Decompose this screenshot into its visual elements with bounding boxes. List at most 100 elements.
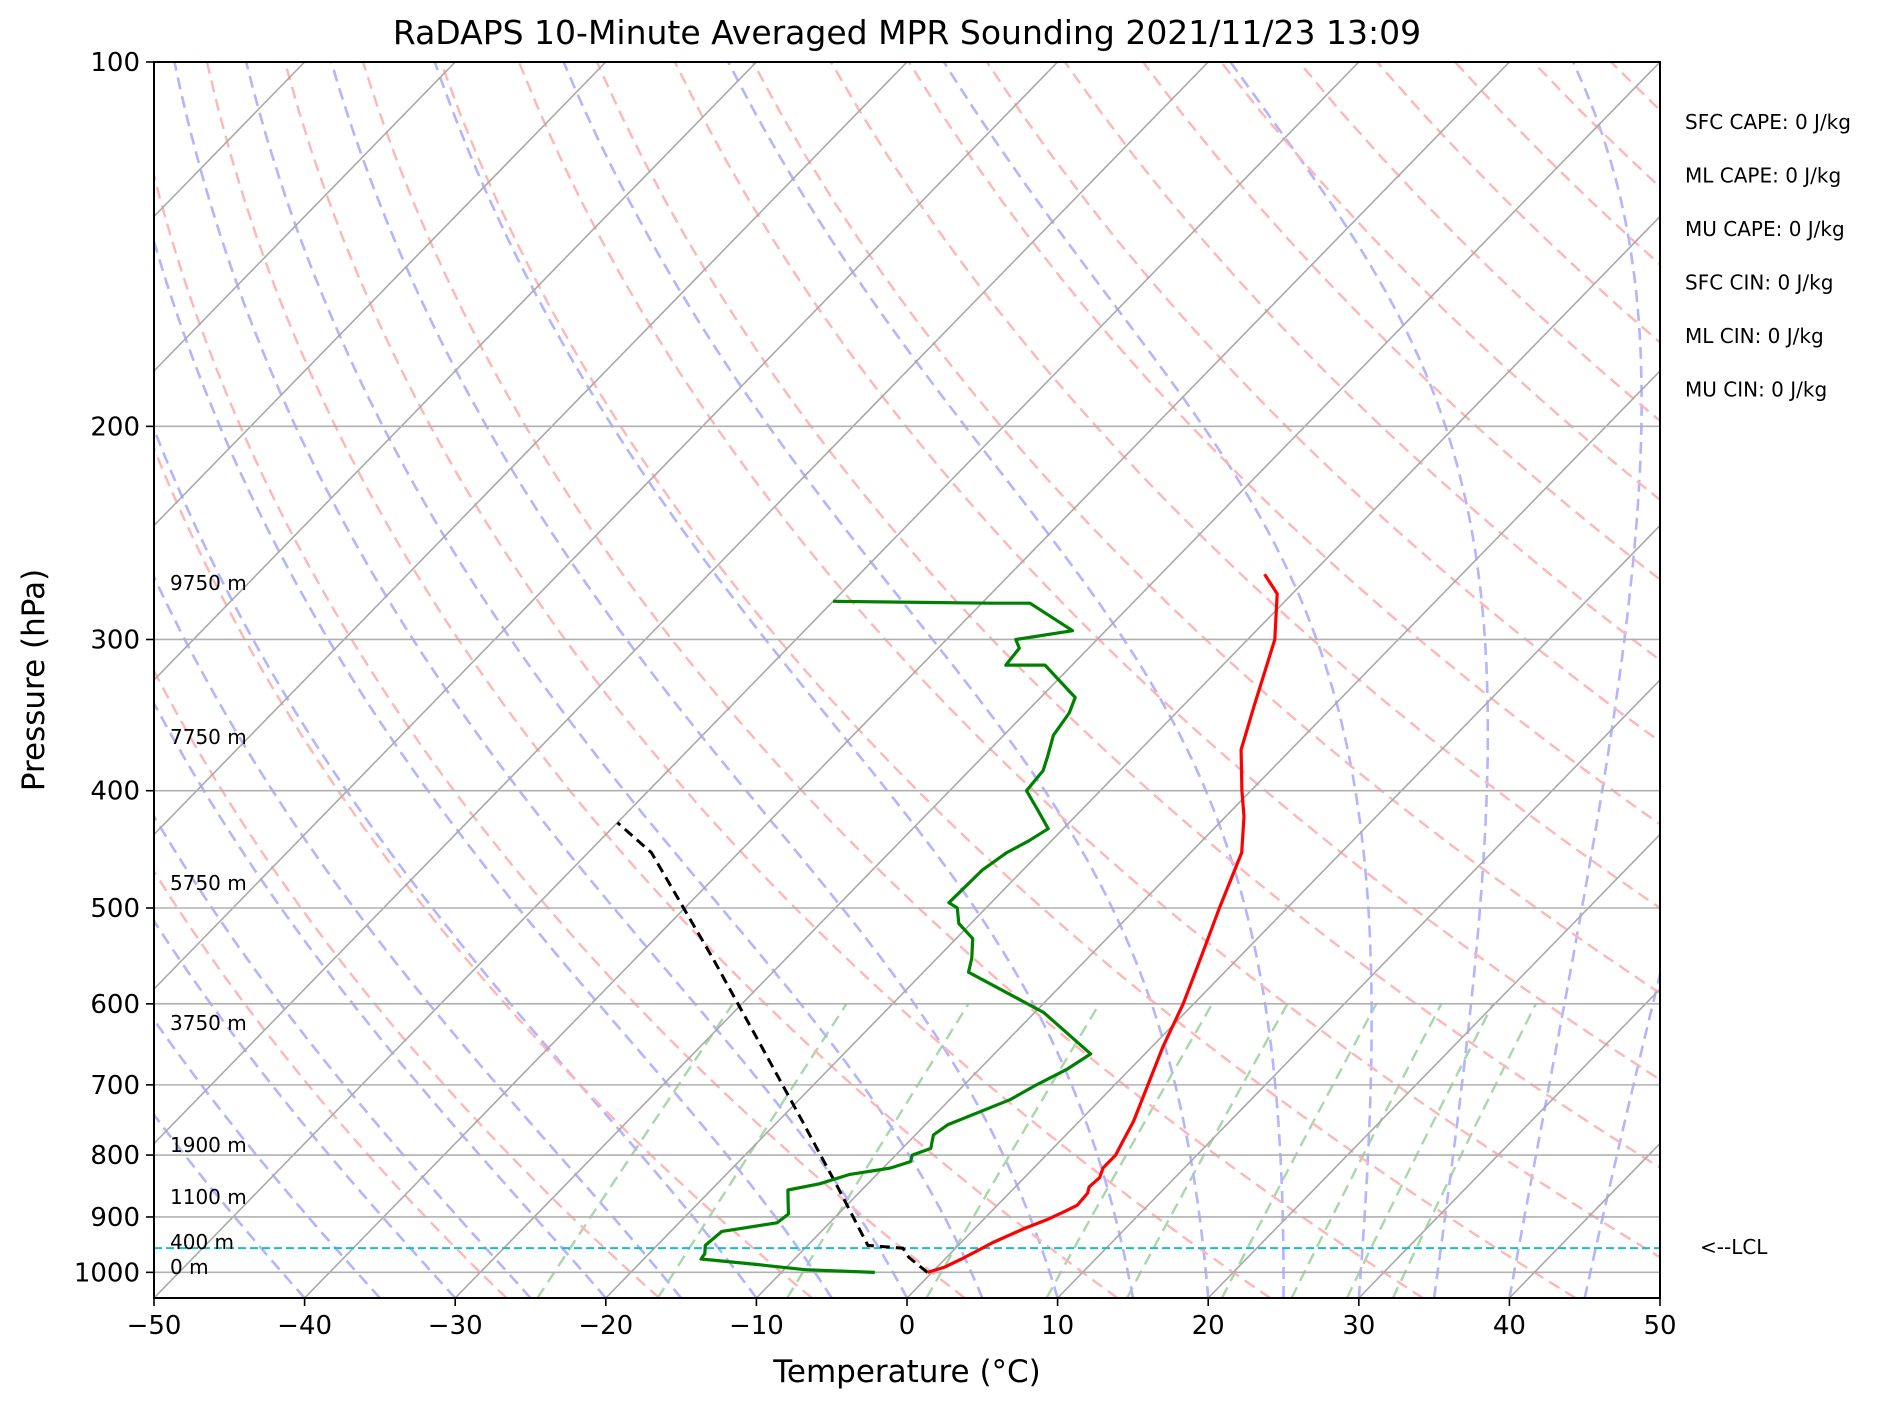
height-label: 3750 m [170,1011,247,1035]
dry-adiabat-line [673,62,1660,1081]
dry-adiabat-line [205,62,1119,1298]
dry-adiabat-line [907,62,1660,826]
isotherm-line [1659,1296,1660,1298]
moist-adiabat-line [244,62,984,1298]
y-tick-label: 200 [90,412,140,442]
mixing-ratio-line [536,1003,734,1298]
isobar-gridlines [154,62,1660,1274]
mixing-ratio-lines [536,1003,1537,1298]
isotherm-line [605,215,1660,1298]
dry-adiabat-line [1689,62,1882,1298]
x-axis-label: Temperature (°C) [772,1354,1041,1390]
x-tick-label: −50 [127,1311,182,1341]
lcl-label: <--LCL [1700,1235,1768,1259]
stability-index-label: ML CIN: 0 J/kg [1685,324,1824,348]
stability-index-label: MU CIN: 0 J/kg [1685,378,1827,402]
moist-adiabat-line [330,62,1059,1298]
isotherm-line [1358,987,1660,1298]
moist-adiabat-line [154,425,758,1298]
mixing-ratio-line [925,1003,1101,1298]
y-tick-label: 400 [90,777,140,807]
parcel-profile [616,821,929,1274]
isotherm-line [154,62,1059,991]
dry-adiabat-line [1142,62,1660,582]
moist-adiabat-line [154,1017,381,1298]
dry-adiabats [154,62,1882,1298]
moist-adiabats [154,62,1660,1298]
moist-adiabat-line [942,62,1373,1298]
isotherm-line [906,524,1660,1298]
isotherm-line [154,62,908,836]
sounding-series [699,573,1279,1274]
temperature-profile-line [927,573,1279,1274]
isotherm-line [755,369,1660,1298]
x-tick-label: 20 [1192,1311,1225,1341]
mixing-ratio-line [1290,1003,1443,1298]
mixing-ratio-line [1045,1003,1214,1298]
x-tick-label: 50 [1643,1311,1676,1341]
y-axis-ticks: 100 200 300 400 500 600 700 800 900 1000 [74,48,154,1288]
stability-indices: SFC CAPE: 0 J/kg ML CAPE: 0 J/kg MU CAPE: … [1685,110,1851,402]
x-tick-label: 10 [1041,1311,1074,1341]
dry-adiabat-line [1610,62,1660,112]
x-tick-label: −40 [277,1311,332,1341]
moist-adiabat-line [154,814,532,1298]
moist-adiabat-line [154,700,607,1298]
y-tick-label: 800 [90,1141,140,1171]
moist-adiabat-line [154,574,683,1298]
height-label: 0 m [170,1255,209,1279]
y-tick-label: 500 [90,894,140,924]
dry-adiabat-line [154,668,661,1298]
dry-adiabat-line [1532,62,1660,189]
isotherm-line [304,62,1510,1298]
dry-adiabat-line [1454,62,1660,267]
x-tick-label: 30 [1342,1311,1375,1341]
x-tick-label: −10 [729,1311,784,1341]
parcel-profile-line [616,821,929,1274]
height-label: 1900 m [170,1133,247,1157]
isotherm-line [1508,1142,1660,1298]
y-axis-label: Pressure (hPa) [16,569,52,791]
stability-index-label: SFC CAPE: 0 J/kg [1685,110,1851,134]
dry-adiabat-line [1298,62,1660,423]
moist-adiabat-line [727,62,1285,1298]
moist-adiabat-line [562,62,1210,1298]
chart-title: RaDAPS 10-Minute Averaged MPR Sounding 2… [393,13,1421,52]
dry-adiabat-line [283,62,1271,1298]
mixing-ratio-line [1125,1003,1289,1298]
isotherms [0,62,1660,1298]
dry-adiabat-line [595,62,1660,1169]
x-tick-label: −30 [428,1311,483,1341]
mixing-ratio-line [1220,1003,1378,1298]
y-tick-label: 1000 [74,1258,140,1288]
dry-adiabat-line [154,445,813,1298]
dry-adiabat-line [154,170,966,1298]
x-tick-label: −20 [578,1311,633,1341]
y-tick-label: 700 [90,1071,140,1101]
y-tick-label: 600 [90,990,140,1020]
stability-index-label: SFC CIN: 0 J/kg [1685,271,1833,295]
mixing-ratio-line [656,1003,848,1298]
mixing-ratio-line [786,1003,970,1298]
moist-adiabat-line [154,918,457,1298]
dry-adiabat-line [361,62,1424,1298]
y-tick-label: 300 [90,625,140,655]
dry-adiabat-line [829,62,1660,910]
height-labels: 9750 m 7750 m 5750 m 3750 m 1900 m 1100 m 400 … [170,571,247,1279]
stability-index-label: ML CAPE: 0 J/kg [1685,164,1841,188]
dry-adiabat-line [154,869,508,1298]
stability-index-label: MU CAPE: 0 J/kg [1685,217,1845,241]
height-label: 5750 m [170,871,247,895]
dry-adiabat-line [439,62,1577,1298]
x-tick-label: 0 [899,1311,916,1341]
dry-adiabat-line [751,62,1660,995]
plot-area [0,62,1882,1298]
moist-adiabat-line [433,62,1135,1298]
height-label: 1100 m [170,1185,247,1209]
isotherm-line [0,62,3,1298]
moist-adiabat-line [173,62,909,1298]
x-tick-label: 40 [1493,1311,1526,1341]
moist-adiabat-line [1229,62,1490,1298]
dry-adiabat-line [1220,62,1660,502]
